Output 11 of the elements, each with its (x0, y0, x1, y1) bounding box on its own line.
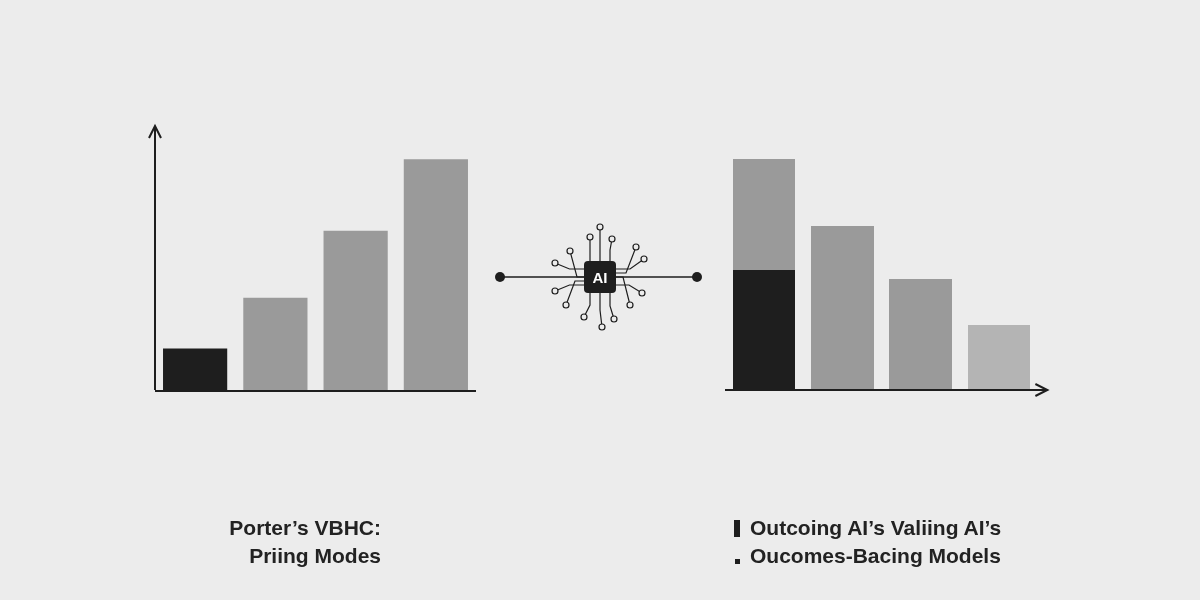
bar (403, 159, 468, 390)
bar (732, 159, 796, 270)
text: Oucomes-Bacing Models (750, 543, 1001, 569)
bar (323, 230, 388, 390)
bar (811, 226, 874, 390)
bar (243, 297, 308, 390)
bar (967, 325, 1031, 390)
text: Outcoing AI’s Valiing AI’s (750, 515, 1002, 541)
text: Porter’s VBHC: Priing Modes (228, 515, 381, 569)
text: AI (592, 269, 608, 286)
bar (889, 279, 952, 390)
